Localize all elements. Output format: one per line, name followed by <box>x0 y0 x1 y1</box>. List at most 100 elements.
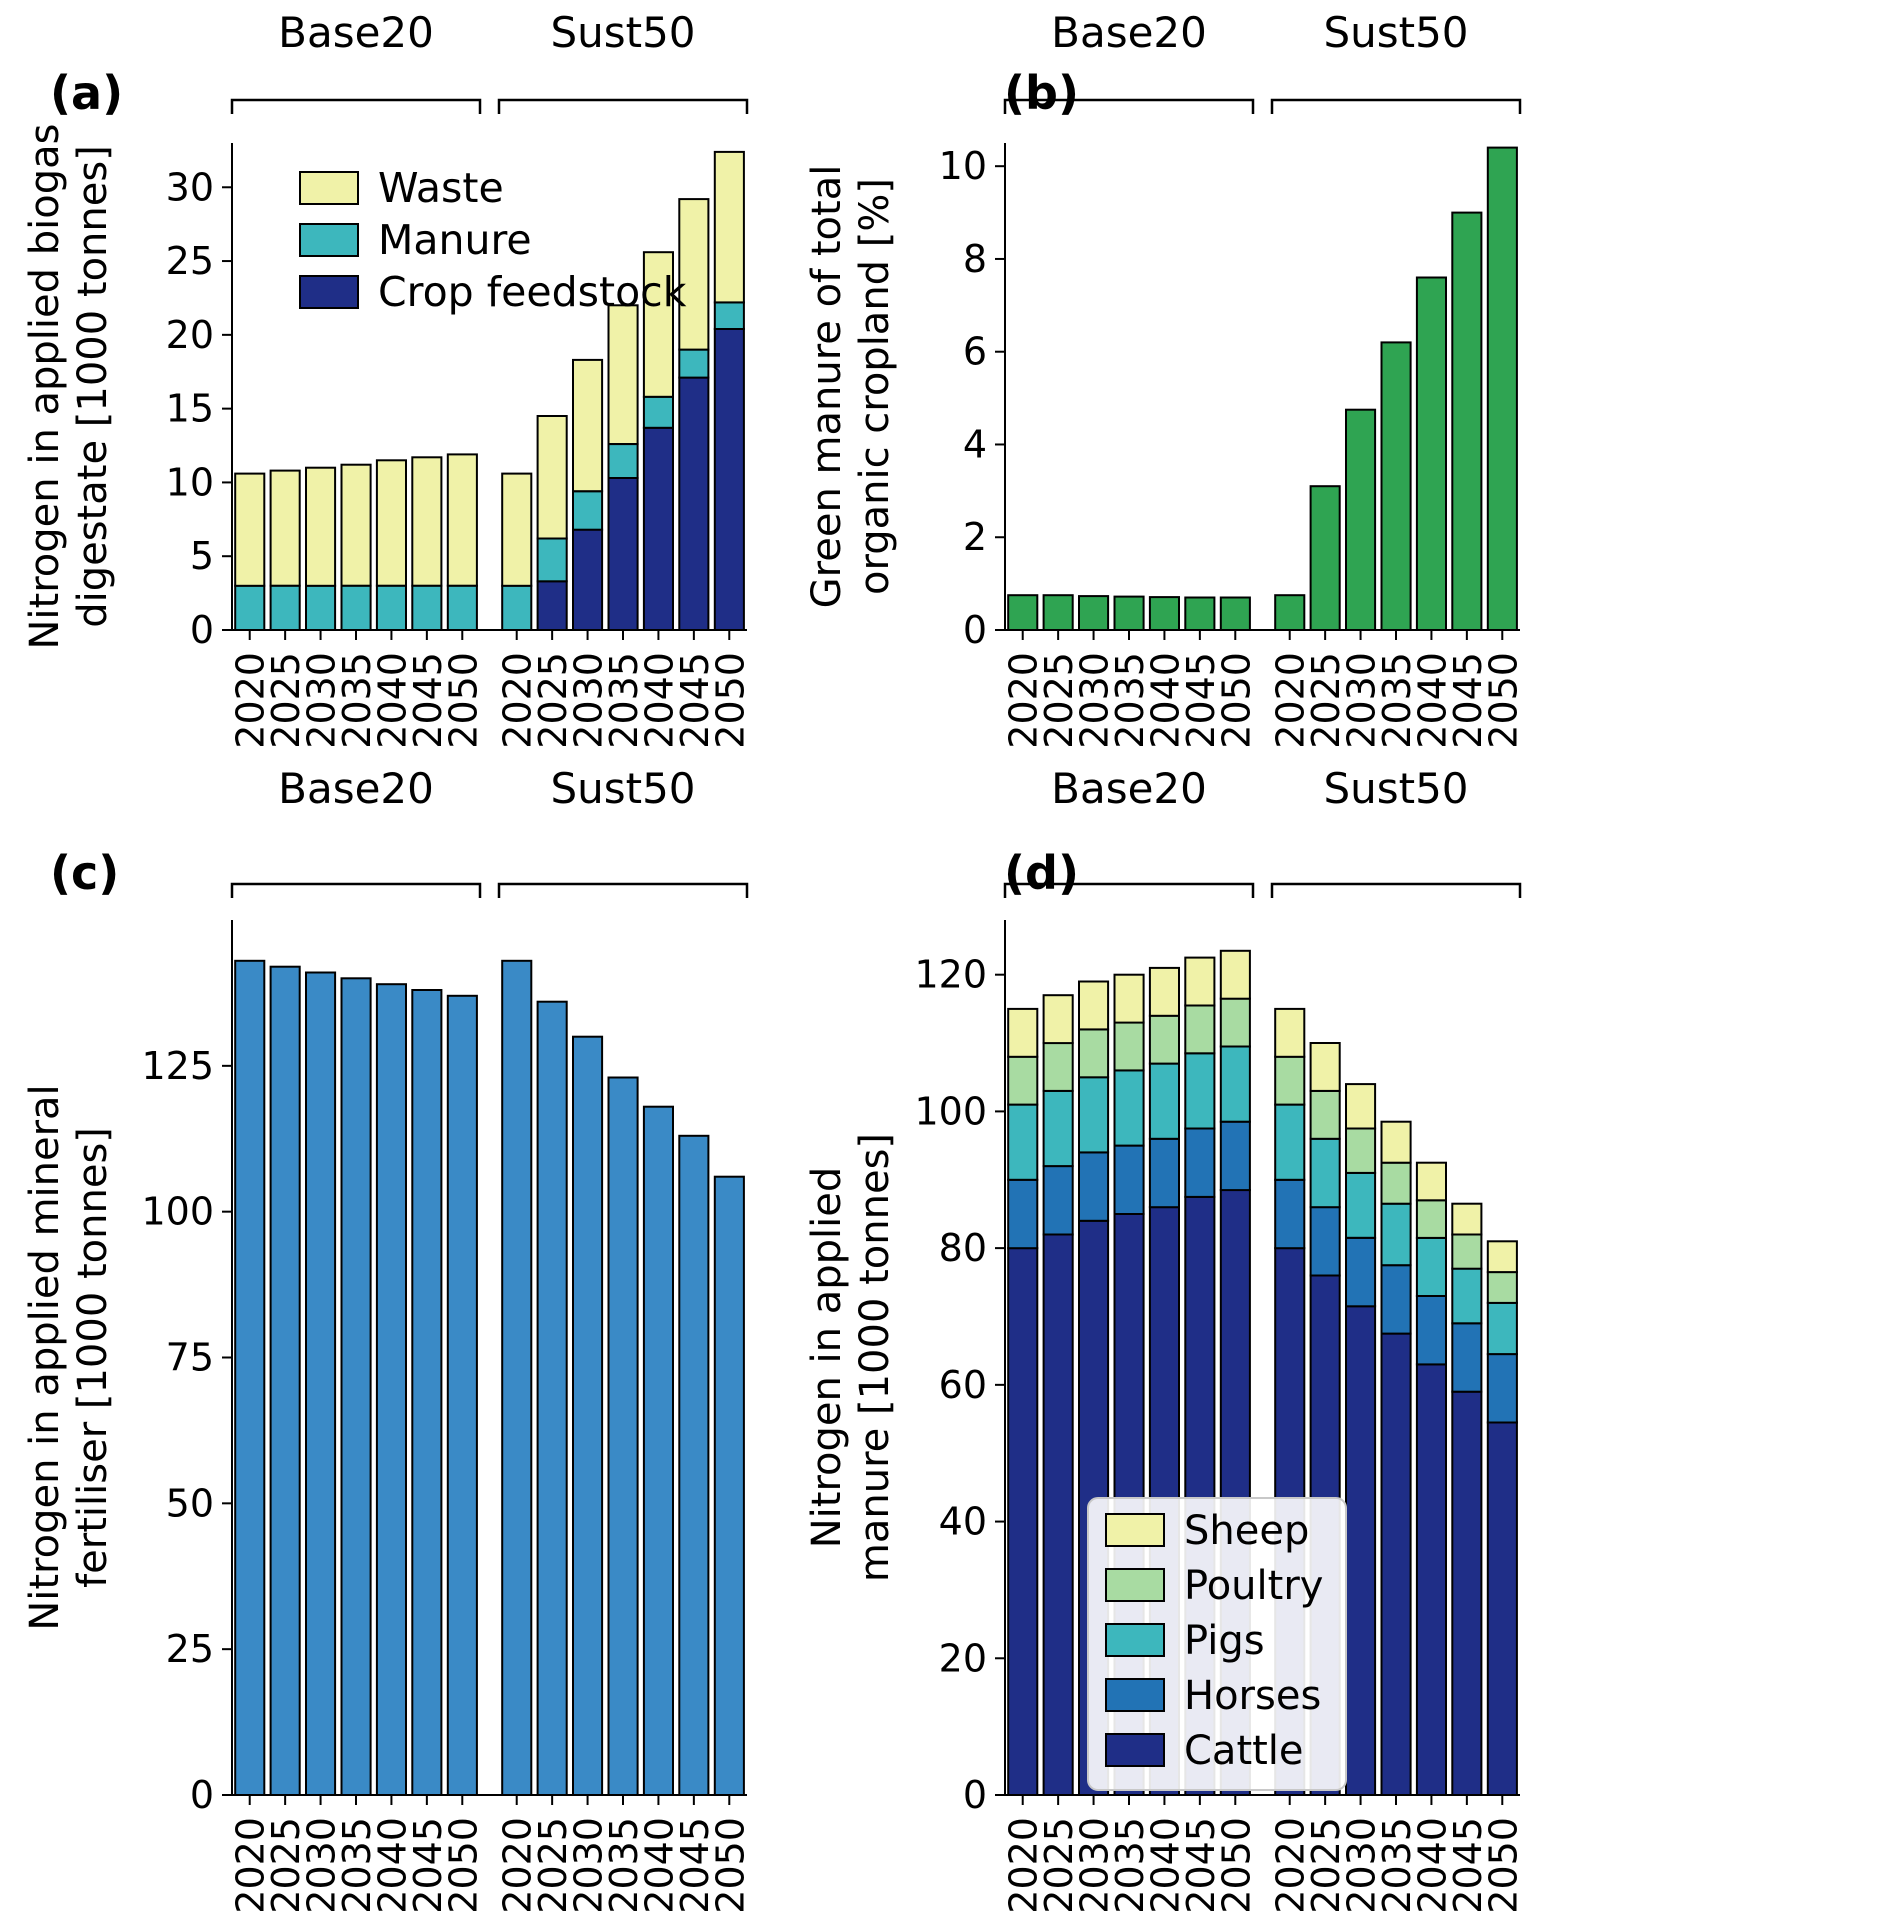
bar-segment-waste <box>642 251 675 398</box>
bar-segment-manure <box>678 348 710 379</box>
bar-segment-horses <box>1451 1322 1483 1393</box>
bar-segment-pigs <box>1078 1076 1110 1154</box>
bar-segment-green-manure-share <box>1486 146 1518 631</box>
legend-swatch-cattle <box>1105 1733 1165 1767</box>
x-tick-label: 2030 <box>567 1817 611 1914</box>
bar-segment-horses <box>1042 1165 1074 1236</box>
bar-segment-pigs <box>1007 1103 1039 1181</box>
bar-segment-waste <box>269 469 301 587</box>
bar-segment-crop-feedstock <box>678 376 710 631</box>
x-tick-label: 2025 <box>1304 1817 1348 1914</box>
panel-c: 0 25 50 75 100 125 Nitrogen in applied mineral… <box>22 882 752 1914</box>
x-tick-label: 2035 <box>1108 652 1152 749</box>
bar-segment-green-manure-share <box>1042 594 1074 632</box>
legend-label-sheep: Sheep <box>1184 1508 1309 1554</box>
y-axis-label-line-1: Nitrogen in applied biogas <box>22 124 68 650</box>
header-group-sust50-panel-a: Sust50 <box>550 8 696 57</box>
bar-segment-green-manure-share <box>1309 485 1341 632</box>
legend-label-poultry: Poultry <box>1184 1563 1323 1609</box>
y-axis-label-line-2: manure [1000 tonnes] <box>852 1133 898 1582</box>
y-tick-label: 0 <box>963 1773 987 1817</box>
legend-label-waste: Waste <box>378 164 504 212</box>
bar-segment-horses <box>1486 1353 1518 1424</box>
y-tick-label: 20 <box>166 313 214 357</box>
bar-segment-pigs <box>1345 1171 1377 1239</box>
bar-segment-sheep <box>1451 1202 1483 1236</box>
x-tick-label: 2045 <box>1179 652 1223 749</box>
x-tick-label: 2035 <box>335 1817 379 1914</box>
x-tick-label: 2030 <box>1340 652 1384 749</box>
x-tick-label: 2045 <box>673 652 717 749</box>
bar-segment-green-manure-share <box>1113 595 1145 631</box>
bar-segment-manure <box>375 584 407 632</box>
bar-segment-poultry <box>1274 1055 1306 1106</box>
legend-swatch-pigs <box>1105 1623 1165 1657</box>
bar-segment-poultry <box>1309 1089 1341 1140</box>
bar-segment-green-manure-share <box>1345 408 1377 632</box>
x-tick-label: 2035 <box>1108 1817 1152 1914</box>
bar-segment-sheep <box>1415 1161 1448 1202</box>
y-tick-label: 125 <box>141 1044 214 1088</box>
bar-segment-poultry <box>1007 1055 1039 1106</box>
x-tick-label: 2040 <box>1143 1817 1187 1914</box>
x-tick-label: 2030 <box>567 652 611 749</box>
x-tick-label: 2020 <box>1002 1817 1046 1914</box>
bar-segment-sheep <box>1184 956 1216 1007</box>
x-tick-label: 2050 <box>1214 652 1258 749</box>
bar-segment-manure <box>572 490 604 531</box>
y-axis-label-line-1: Nitrogen in applied mineral <box>22 1084 68 1630</box>
bar-segment-mineral-fertiliser <box>234 959 266 1796</box>
bar-segment-green-manure-share <box>1274 594 1306 632</box>
x-tick-label: 2025 <box>1037 1817 1081 1914</box>
y-axis-label-line-1: Green manure of total <box>804 165 850 609</box>
panel-letter-c: (c) <box>50 846 120 900</box>
x-tick-label: 2040 <box>637 652 681 749</box>
x-tick-label: 2025 <box>531 652 575 749</box>
bar-segment-green-manure-share <box>1184 596 1216 631</box>
bar-segment-manure <box>501 584 533 632</box>
x-tick-label: 2050 <box>1214 1817 1258 1914</box>
x-tick-label: 2050 <box>441 652 485 749</box>
x-tick-label: 2040 <box>1410 652 1454 749</box>
y-axis-label-line-1: Nitrogen in applied <box>804 1167 850 1549</box>
bar-segment-pigs <box>1486 1301 1518 1356</box>
x-tick-label: 2040 <box>370 1817 414 1914</box>
y-tick-label: 20 <box>939 1636 987 1680</box>
bar-segment-waste <box>678 198 710 351</box>
bar-segment-mineral-fertiliser <box>501 959 533 1796</box>
y-tick-label: 2 <box>963 515 987 559</box>
x-tick-label: 2050 <box>1481 652 1525 749</box>
y-tick-label: 10 <box>939 144 987 188</box>
bar-segment-sheep <box>1007 1007 1039 1058</box>
legend-swatch-sheep <box>1105 1513 1165 1547</box>
bar-segment-waste <box>411 456 443 587</box>
bar-segment-cattle <box>1007 1247 1039 1796</box>
x-tick-label: 2040 <box>370 652 414 749</box>
group-bracket-sust50 <box>1270 98 1522 114</box>
y-tick-label: 0 <box>190 608 214 652</box>
bar-segment-waste <box>572 358 604 493</box>
bar-segment-poultry <box>1380 1161 1412 1205</box>
y-tick-label: 0 <box>190 1773 214 1817</box>
xgroup-label-base20-panel-a: Base20 <box>278 764 434 813</box>
group-bracket-sust50 <box>497 98 749 114</box>
y-tick-label: 8 <box>963 237 987 281</box>
bar-segment-horses <box>1113 1144 1145 1215</box>
x-tick-label: 2025 <box>531 1817 575 1914</box>
legend-swatch-horses <box>1105 1678 1165 1712</box>
bar-segment-waste <box>713 150 745 304</box>
bar-segment-crop-feedstock <box>607 477 639 631</box>
x-tick-label: 2045 <box>406 652 450 749</box>
bar-segment-waste <box>607 304 639 445</box>
x-tick-label: 2040 <box>637 1817 681 1914</box>
y-tick-label: 4 <box>963 422 987 466</box>
bar-segment-pigs <box>1380 1202 1412 1267</box>
bar-segment-crop-feedstock <box>713 327 745 631</box>
legend-swatch-poultry <box>1105 1568 1165 1602</box>
bar-segment-sheep <box>1274 1007 1306 1058</box>
bar-segment-poultry <box>1415 1199 1448 1239</box>
x-tick-label: 2020 <box>1269 1817 1313 1914</box>
bar-segment-waste <box>305 466 337 587</box>
